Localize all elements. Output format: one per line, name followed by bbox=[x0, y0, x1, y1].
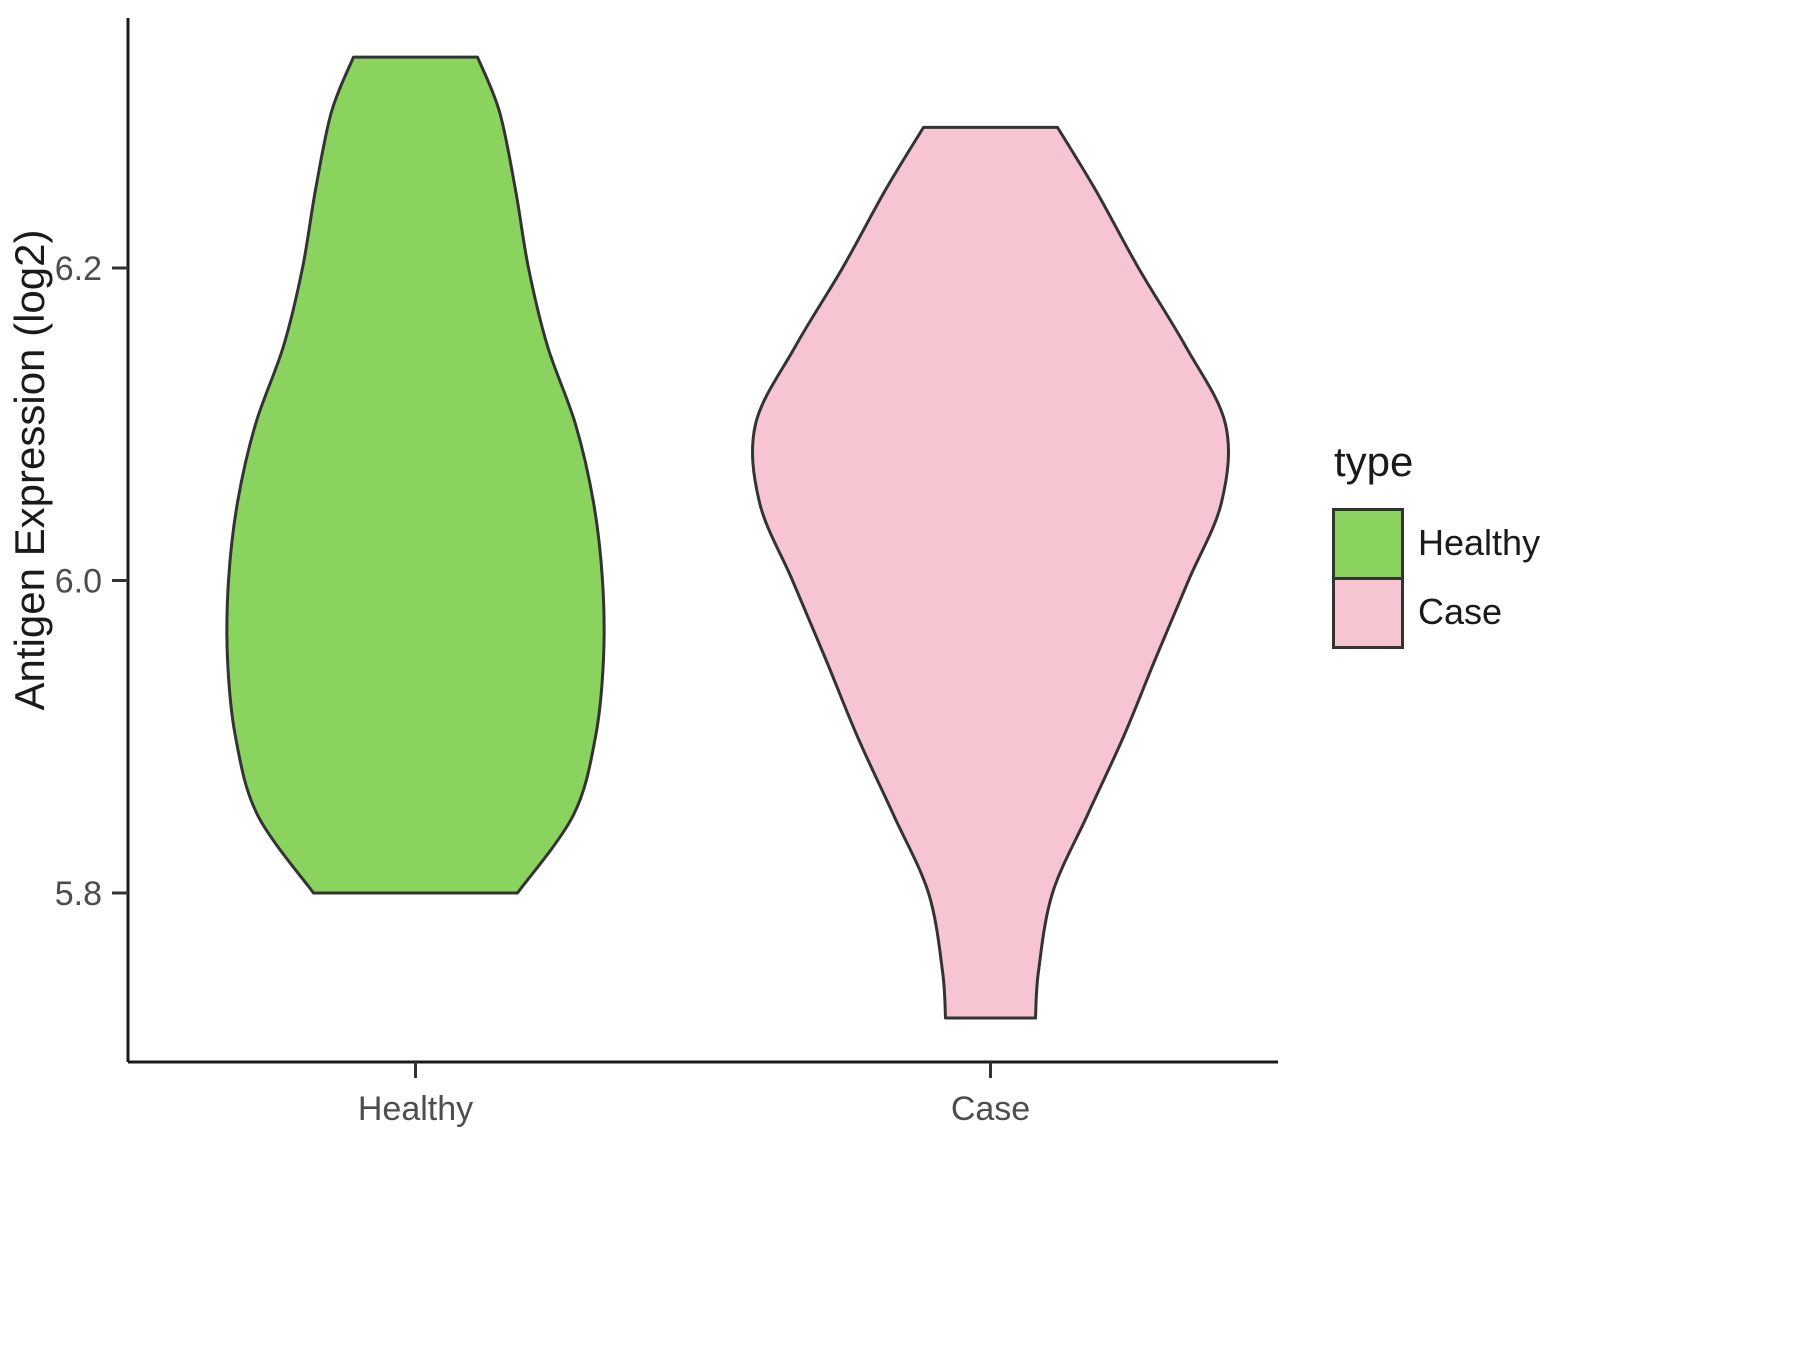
violin-case bbox=[751, 125, 1231, 1020]
legend-label-case: Case bbox=[1418, 590, 1503, 632]
y-axis-ticks: 5.8 6.0 6.2 bbox=[55, 250, 128, 913]
violin-healthy bbox=[225, 55, 606, 895]
legend-item-case: Case bbox=[1332, 577, 1540, 649]
legend-title: type bbox=[1334, 438, 1414, 485]
violins-layer bbox=[225, 55, 1231, 1020]
legend-swatch-case bbox=[1332, 577, 1404, 649]
y-axis-title: Antigen Expression (log2) bbox=[6, 230, 53, 711]
y-tick-label: 6.0 bbox=[55, 563, 102, 601]
y-tick-label: 5.8 bbox=[55, 875, 102, 913]
y-tick-label: 6.2 bbox=[55, 250, 102, 288]
x-category-label: Healthy bbox=[358, 1090, 473, 1128]
x-category-label: Case bbox=[951, 1090, 1030, 1128]
legend-item-healthy: Healthy bbox=[1332, 508, 1541, 580]
x-axis-ticks: Healthy Case bbox=[358, 1062, 1030, 1128]
legend-swatch-healthy bbox=[1332, 508, 1404, 580]
legend-label-healthy: Healthy bbox=[1418, 521, 1541, 563]
legend: type Healthy Case bbox=[1332, 438, 1541, 649]
